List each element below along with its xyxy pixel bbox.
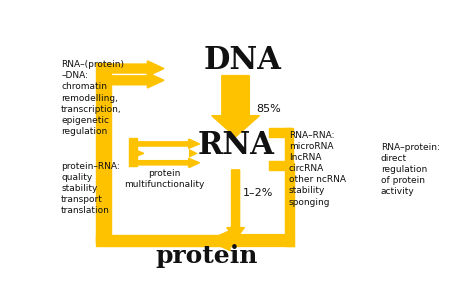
Text: protein: protein [155, 244, 257, 268]
FancyArrow shape [227, 170, 245, 239]
FancyArrow shape [101, 73, 164, 88]
Text: 1–2%: 1–2% [243, 188, 273, 198]
Text: DNA: DNA [204, 45, 282, 76]
Bar [129, 138, 137, 166]
FancyArrow shape [208, 230, 294, 251]
Bar [96, 235, 234, 246]
Bar [269, 161, 291, 170]
Bar [285, 128, 292, 170]
Text: 85%: 85% [256, 104, 281, 114]
Text: RNA–RNA:
microRNA
lncRNA
circRNA
other ncRNA
stability
sponging: RNA–RNA: microRNA lncRNA circRNA other n… [289, 131, 346, 207]
Bar [96, 63, 111, 242]
FancyArrow shape [133, 149, 144, 158]
FancyArrow shape [137, 140, 200, 148]
FancyArrow shape [212, 76, 259, 137]
Text: RNA–(protein)
–DNA:
chromatin
remodelling,
transcription,
epigenetic
regulation: RNA–(protein) –DNA: chromatin remodellin… [61, 60, 124, 136]
FancyArrow shape [137, 158, 200, 167]
Bar [285, 163, 294, 246]
Text: protein–RNA:
quality
stability
transport
translation: protein–RNA: quality stability transport… [61, 162, 120, 215]
Text: protein
multifunctionality: protein multifunctionality [124, 169, 204, 189]
Text: RNA: RNA [197, 130, 274, 161]
FancyArrow shape [101, 61, 164, 76]
Text: RNA–protein:
direct
regulation
of protein
activity: RNA–protein: direct regulation of protei… [381, 143, 439, 196]
Bar [269, 128, 291, 137]
